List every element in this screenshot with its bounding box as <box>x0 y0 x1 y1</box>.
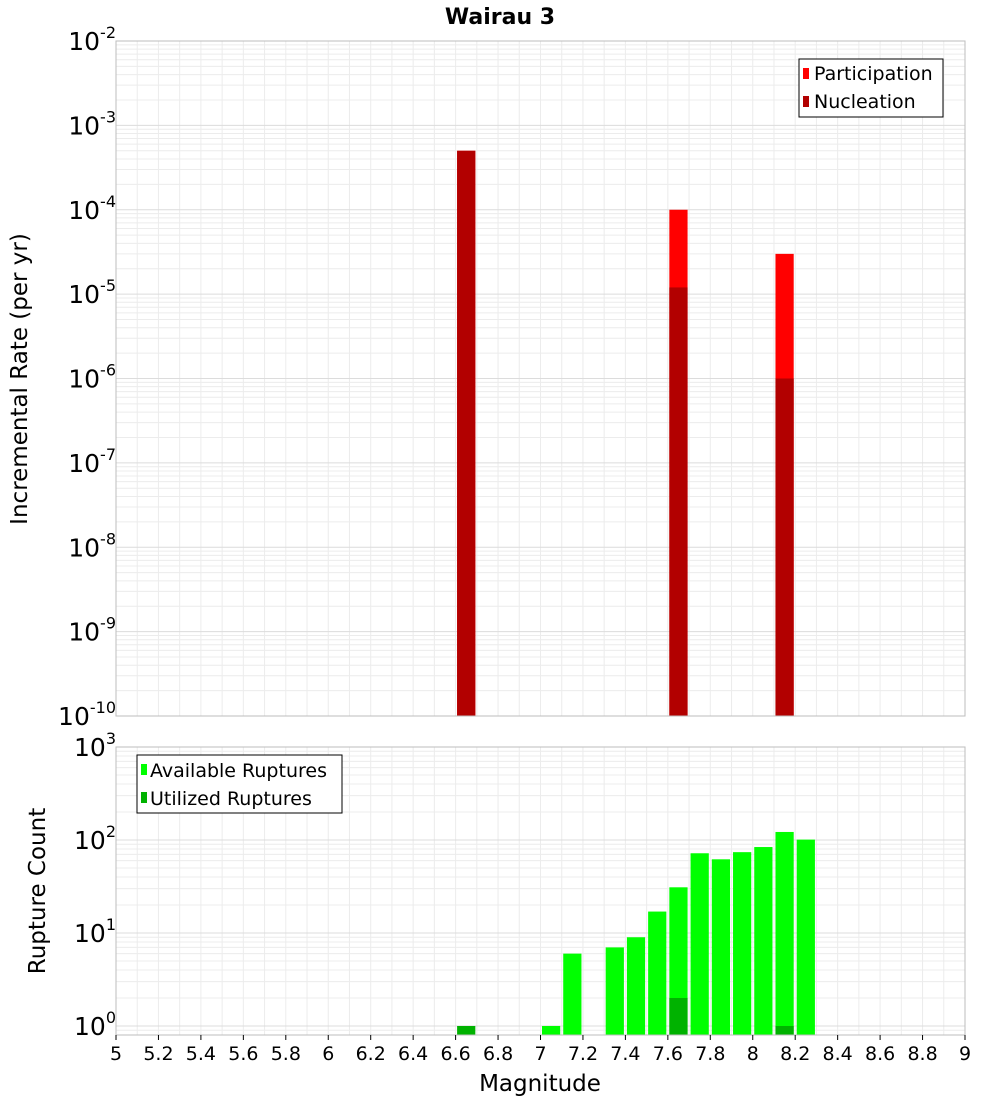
y-tick-label: 10-6 <box>68 361 116 394</box>
bar-utilized-ruptures <box>775 1026 793 1035</box>
legend-label-available-ruptures: Available Ruptures <box>150 760 327 782</box>
x-tick-label: 5.8 <box>271 1043 301 1065</box>
y-tick-label: 10-2 <box>68 23 116 56</box>
x-tick-label: 7.8 <box>695 1043 725 1065</box>
x-tick-label: 8.4 <box>823 1043 853 1065</box>
bar-nucleation <box>775 379 793 717</box>
x-tick-label: 6 <box>322 1043 334 1065</box>
y-tick-label: 103 <box>74 729 116 762</box>
legend-label-utilized-ruptures: Utilized Ruptures <box>150 788 312 810</box>
bottom-y-axis-label: Rupture Count <box>25 808 51 974</box>
legend-label-participation: Participation <box>814 63 933 85</box>
bottom-panel-y-ticks: 103 102 101 100 <box>74 729 116 1041</box>
bar-available-ruptures <box>775 832 793 1035</box>
x-tick-label: 6.4 <box>398 1043 428 1065</box>
bar-available-ruptures <box>563 954 581 1035</box>
bar-nucleation <box>669 287 687 716</box>
bar-available-ruptures <box>542 1026 560 1035</box>
x-tick-label: 8.8 <box>907 1043 937 1065</box>
legend-swatch-nucleation <box>803 96 809 107</box>
x-tick-label: 9 <box>959 1043 971 1065</box>
bar-available-ruptures <box>754 847 772 1035</box>
x-tick-label: 7.4 <box>610 1043 640 1065</box>
y-tick-label: 100 <box>74 1008 116 1041</box>
top-legend: Participation Nucleation <box>799 59 943 117</box>
y-tick-label: 10-5 <box>68 276 116 309</box>
x-tick-label: 8.6 <box>865 1043 895 1065</box>
bar-available-ruptures <box>733 852 751 1035</box>
bar-available-ruptures <box>627 937 645 1035</box>
y-tick-label: 10-4 <box>68 192 116 225</box>
top-panel-grid <box>116 41 965 716</box>
x-tick-label: 5.2 <box>143 1043 173 1065</box>
bar-available-ruptures <box>691 853 709 1035</box>
x-tick-label: 8 <box>747 1043 759 1065</box>
bar-utilized-ruptures <box>669 998 687 1035</box>
bar-available-ruptures <box>648 912 666 1035</box>
x-tick-label: 7 <box>534 1043 546 1065</box>
x-tick-label: 5.4 <box>186 1043 216 1065</box>
bar-utilized-ruptures <box>457 1026 475 1035</box>
legend-swatch-participation <box>803 68 809 79</box>
top-y-axis-label: Incremental Rate (per yr) <box>7 233 33 525</box>
legend-label-nucleation: Nucleation <box>814 91 916 113</box>
y-tick-label: 101 <box>74 915 116 948</box>
bar-nucleation <box>457 151 475 716</box>
bottom-legend: Available Ruptures Utilized Ruptures <box>137 755 342 813</box>
x-tick-label: 6.2 <box>356 1043 386 1065</box>
x-axis-label: Magnitude <box>479 1071 601 1097</box>
x-axis-ticks: 5 5.2 5.4 5.6 5.8 6 6.2 6.4 6.6 6.8 7 7.2 7.4 7.6 7.8 8… <box>110 1035 971 1065</box>
legend-swatch-utilized-ruptures <box>141 792 147 803</box>
x-tick-label: 6.8 <box>483 1043 513 1065</box>
x-tick-label: 5.6 <box>228 1043 258 1065</box>
bar-available-ruptures <box>606 947 624 1035</box>
y-tick-label: 10-8 <box>68 529 116 562</box>
bar-available-ruptures <box>712 859 730 1035</box>
legend-swatch-available-ruptures <box>141 764 147 775</box>
x-tick-label: 8.2 <box>780 1043 810 1065</box>
x-tick-label: 6.6 <box>440 1043 470 1065</box>
top-panel-y-ticks: 10-2 10-3 10-4 10-5 10-6 10-7 10-8 10-9 10-10 <box>58 23 116 731</box>
x-tick-label: 7.2 <box>568 1043 598 1065</box>
y-tick-label: 10-3 <box>68 107 116 140</box>
y-tick-label: 102 <box>74 822 116 855</box>
y-tick-label: 10-10 <box>58 698 116 731</box>
x-tick-label: 7.6 <box>653 1043 683 1065</box>
chart-title: Wairau 3 <box>445 5 555 30</box>
bar-available-ruptures <box>797 840 815 1035</box>
x-tick-label: 5 <box>110 1043 122 1065</box>
chart-figure: Wairau 3 10-210-310-410-510-610-710-810-… <box>0 0 1000 1100</box>
y-tick-label: 10-7 <box>68 445 116 478</box>
y-tick-label: 10-9 <box>68 614 116 647</box>
